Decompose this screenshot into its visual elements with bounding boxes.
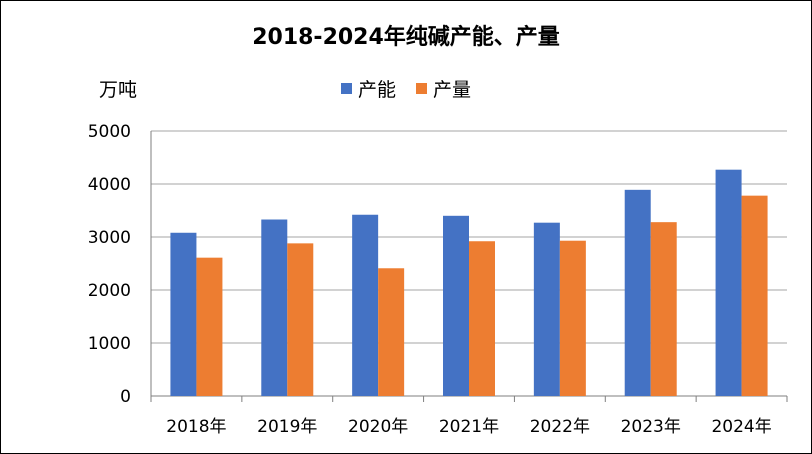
y-tick-label: 1000: [88, 334, 131, 354]
legend-label-output: 产量: [433, 79, 472, 101]
y-tick-label: 2000: [88, 281, 131, 301]
x-tick-label: 2018年: [166, 417, 226, 437]
legend-item-output: 产量: [416, 75, 471, 102]
x-tick-label: 2019年: [257, 417, 317, 437]
y-axis-unit-label: 万吨: [99, 79, 138, 101]
y-tick-label: 4000: [88, 175, 131, 195]
bar-output-2024年: [741, 195, 768, 396]
legend: 产能 产量: [1, 75, 811, 102]
x-tick-label: 2023年: [621, 417, 681, 437]
bar-capacity-2023年: [624, 189, 651, 396]
bar-capacity-2022年: [533, 222, 560, 396]
chart-title: 2018-2024年纯碱产能、产量: [252, 25, 560, 50]
bar-output-2019年: [287, 243, 314, 396]
bar-capacity-2019年: [261, 219, 288, 396]
x-tick-label: 2021年: [439, 417, 499, 437]
bar-capacity-2020年: [352, 214, 379, 396]
legend-swatch-output: [416, 83, 428, 94]
bar-capacity-2024年: [715, 169, 742, 396]
legend-item-capacity: 产能: [340, 75, 396, 102]
legend-label-capacity: 产能: [357, 79, 396, 101]
bar-capacity-2021年: [443, 215, 469, 396]
y-tick-label: 0: [120, 387, 131, 407]
legend-swatch-capacity: [340, 83, 352, 94]
x-tick-label: 2022年: [530, 417, 590, 437]
y-tick-label: 3000: [88, 228, 131, 248]
bar-output-2020年: [378, 268, 405, 396]
bar-output-2018年: [196, 257, 223, 396]
bar-output-2022年: [559, 240, 586, 396]
y-tick-label: 5000: [88, 122, 131, 142]
bar-capacity-2018年: [170, 232, 197, 396]
x-tick-label: 2024年: [711, 417, 771, 437]
bar-output-2021年: [469, 241, 495, 396]
bar-output-2023年: [650, 222, 677, 396]
x-tick-label: 2020年: [348, 417, 408, 437]
